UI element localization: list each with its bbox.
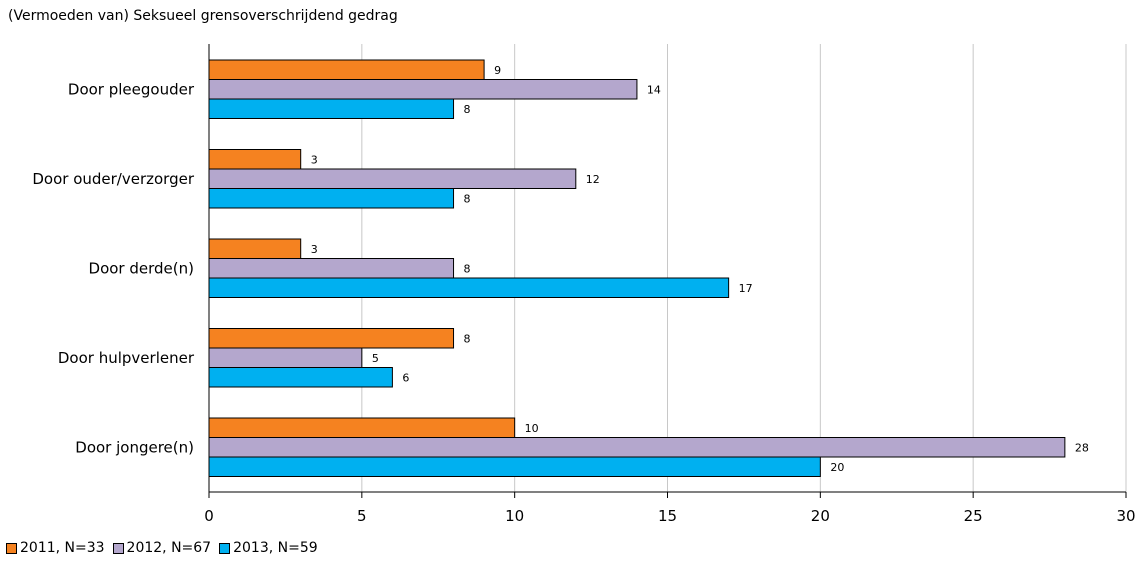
x-tick-label-30: 30 xyxy=(1116,507,1135,525)
category-label-4: Door jongere(n) xyxy=(75,438,194,456)
value-label-3-2: 6 xyxy=(402,371,409,384)
bar-0-0 xyxy=(208,59,485,80)
bar-3-0 xyxy=(208,328,455,349)
legend-label-2013: 2013, N=59 xyxy=(233,540,318,556)
bar-0-2 xyxy=(208,98,455,119)
value-label-4-1: 28 xyxy=(1075,441,1089,454)
category-label-3: Door hulpverlener xyxy=(58,349,195,367)
value-label-2-2: 17 xyxy=(739,282,753,295)
x-tick-label-0: 0 xyxy=(204,507,214,525)
bar-2-0 xyxy=(208,238,302,259)
bar-1-1 xyxy=(208,168,577,189)
value-label-1-0: 3 xyxy=(311,153,318,166)
category-label-2: Door derde(n) xyxy=(89,259,194,277)
chart-title: (Vermoeden van) Seksueel grensoverschrij… xyxy=(8,8,398,24)
bar-4-0 xyxy=(208,417,516,438)
value-label-1-1: 12 xyxy=(586,173,600,186)
category-label-0: Door pleegouder xyxy=(68,80,195,98)
value-label-4-2: 20 xyxy=(830,461,844,474)
x-tick-label-20: 20 xyxy=(811,507,830,525)
value-label-3-1: 5 xyxy=(372,352,379,365)
axes xyxy=(208,44,1127,498)
bar-0-1 xyxy=(208,79,638,100)
value-label-0-1: 14 xyxy=(647,83,661,96)
legend-swatch-2011 xyxy=(6,542,17,554)
value-label-0-0: 9 xyxy=(494,64,501,77)
legend-label-2011: 2011, N=33 xyxy=(20,540,105,556)
value-label-1-2: 8 xyxy=(464,192,471,205)
category-label-1: Door ouder/verzorger xyxy=(32,170,194,188)
value-label-0-2: 8 xyxy=(464,103,471,116)
value-label-2-0: 3 xyxy=(311,243,318,256)
bar-3-2 xyxy=(208,367,393,388)
x-tick-label-15: 15 xyxy=(658,507,677,525)
legend-label-2012: 2012, N=67 xyxy=(126,540,212,556)
bar-2-2 xyxy=(208,277,730,298)
value-label-4-0: 10 xyxy=(525,422,539,435)
bar-2-1 xyxy=(208,258,455,279)
bar-4-2 xyxy=(208,456,821,477)
value-label-3-0: 8 xyxy=(464,332,471,345)
legend-item-2013: 2013, N=59 xyxy=(219,540,318,556)
bar-3-1 xyxy=(208,347,363,368)
legend-item-2012: 2012, N=67 xyxy=(112,540,212,556)
x-tick-label-25: 25 xyxy=(964,507,983,525)
legend-item-2011: 2011, N=33 xyxy=(6,540,105,556)
x-tick-label-10: 10 xyxy=(505,507,524,525)
bar-1-2 xyxy=(208,188,455,209)
labels: 0 5 10 15 20 25 30 Door pleegouder 9 14 8 Door oude… xyxy=(32,64,1135,525)
legend-swatch-2012 xyxy=(112,542,124,554)
legend-swatch-2013 xyxy=(219,542,231,554)
bar-1-0 xyxy=(208,149,302,170)
bars xyxy=(208,59,1066,477)
x-tick-label-5: 5 xyxy=(357,507,367,525)
legend: 2011, N=33 2012, N=67 2013, N=59 xyxy=(6,540,318,556)
value-label-2-1: 8 xyxy=(464,262,471,275)
bar-4-1 xyxy=(208,437,1066,458)
